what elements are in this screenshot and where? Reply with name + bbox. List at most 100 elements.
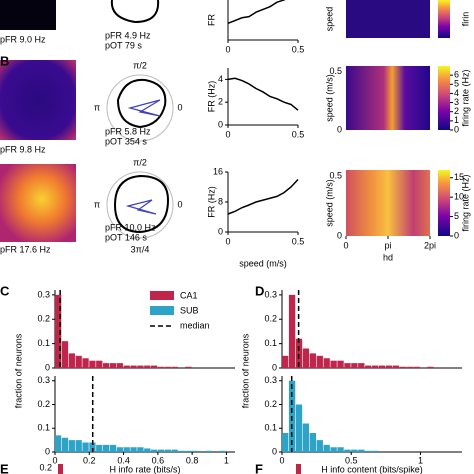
histogram-bar	[185, 450, 192, 452]
y-tick-label: 0.1	[37, 338, 50, 348]
histogram-bar	[144, 448, 151, 452]
y-axis-label: fraction of neurons	[240, 333, 250, 408]
y-tick-label: 0.1	[264, 423, 277, 433]
histogram-bar	[316, 440, 323, 452]
y-tick-label: 0.5	[329, 66, 342, 76]
histogram-bar	[351, 363, 358, 368]
y-tick-label: 0.2	[264, 314, 277, 324]
histogram-bar	[372, 450, 379, 452]
histogram-bar	[75, 355, 82, 368]
histogram-bar	[330, 360, 337, 368]
colorbar-tick-label: 3	[454, 97, 459, 107]
colorbar	[438, 170, 450, 236]
x-axis-label: H info content (bits/spike)	[321, 464, 423, 474]
y-tick-label: 0.2	[39, 462, 52, 472]
histogram-bar	[372, 365, 379, 368]
histogram-bar	[295, 404, 303, 452]
x-tick-label: 1	[224, 455, 229, 465]
legend-swatch	[150, 291, 174, 300]
colorbar-tick-label: 1	[454, 115, 459, 125]
histogram-bar	[365, 365, 372, 368]
histogram-bar	[427, 366, 434, 368]
axes	[54, 376, 235, 453]
x-tick-label: 0	[279, 455, 284, 465]
polar-tick: π	[94, 102, 100, 112]
x-tick-label: 0.6	[152, 455, 165, 465]
y-tick-label: 0.5	[329, 170, 342, 180]
axes	[227, 172, 298, 233]
rate-map-label: pFR 9.0 Hz	[0, 34, 46, 44]
legend-label: CA1	[180, 290, 198, 300]
heatmap	[346, 66, 430, 130]
histogram-bar	[151, 449, 158, 452]
y-tick-label: 0	[337, 230, 342, 240]
y-tick-label: 0.3	[37, 375, 50, 385]
legend-swatch	[150, 306, 174, 315]
histogram-bar	[55, 435, 62, 452]
histogram-bar	[109, 444, 117, 452]
x-tick-label: 0.5	[292, 44, 305, 54]
x-tick-label: pi	[384, 240, 391, 250]
histogram-bar	[358, 363, 365, 368]
histogram-bar	[316, 355, 323, 368]
x-tick-label: 0	[225, 129, 230, 139]
polar-label: pFR 4.9 Hz	[105, 30, 151, 40]
colorbar-tick-label: 10	[454, 192, 464, 202]
histogram-bar	[68, 440, 75, 452]
histogram-bar	[288, 294, 296, 368]
x-tick-label: 0.5	[292, 236, 305, 246]
polar-label: pFR 10.0 Hz	[105, 222, 156, 232]
polar-tick: 0	[177, 102, 182, 112]
y-tick-label: 0.2	[264, 399, 277, 409]
polar-tick: 3π/4	[131, 244, 150, 254]
histogram-bar	[61, 437, 69, 452]
histogram-bar	[392, 365, 400, 368]
x-tick-label: 0	[52, 455, 57, 465]
panel-label: E	[0, 461, 9, 474]
y-axis-label: FR	[206, 14, 216, 26]
colorbar-label: firing rate (Hz)	[460, 174, 470, 231]
y-tick-label: 0.1	[37, 423, 50, 433]
histogram-bar	[282, 355, 289, 368]
y-tick-label: 16	[213, 166, 223, 176]
histogram-bar	[358, 449, 365, 452]
histogram-bar	[89, 442, 96, 452]
histogram-bar	[116, 447, 123, 452]
y-axis-label: FR (Hz)	[206, 81, 216, 113]
heatmap	[346, 0, 430, 38]
histogram-bar	[178, 450, 185, 452]
polar-label: pOT 146 s	[105, 232, 147, 242]
y-axis-label: speed (m/s)	[324, 179, 334, 227]
histogram-bar	[296, 464, 301, 474]
y-tick-label: 0	[45, 446, 50, 456]
histogram-bar	[385, 365, 393, 368]
polar-tick: 0	[177, 199, 182, 209]
histogram-bar	[302, 348, 310, 368]
rate-map	[0, 0, 56, 30]
y-tick-label: 0.3	[37, 289, 50, 299]
x-tick-label: 0.4	[117, 455, 130, 465]
histogram-bar	[157, 449, 165, 452]
y-tick-label: 0	[272, 446, 277, 456]
rate-map	[0, 60, 76, 140]
y-tick-label: 0.1	[264, 338, 277, 348]
rate-map	[0, 164, 76, 242]
histogram-bar	[103, 444, 110, 452]
speed-curve	[227, 0, 286, 25]
x-tick-label: 0.2	[83, 455, 96, 465]
histogram-bar	[130, 447, 137, 452]
y-tick-label: 0.2	[37, 314, 50, 324]
histogram-bar	[157, 366, 165, 368]
histogram-bar	[123, 447, 130, 452]
y-tick-label: 0	[218, 226, 223, 236]
histogram-bar	[137, 447, 144, 452]
histogram-bar	[302, 423, 310, 452]
y-tick-label: 2	[218, 97, 223, 107]
histogram-bar	[164, 366, 171, 368]
colorbar	[438, 66, 450, 130]
histogram-bar	[295, 338, 303, 368]
x-tick-label: 0.5	[345, 455, 358, 465]
rate-map-label: pFR 17.6 Hz	[0, 244, 51, 254]
colorbar-tick-label: 5	[454, 79, 459, 89]
histogram-bar	[365, 450, 372, 452]
